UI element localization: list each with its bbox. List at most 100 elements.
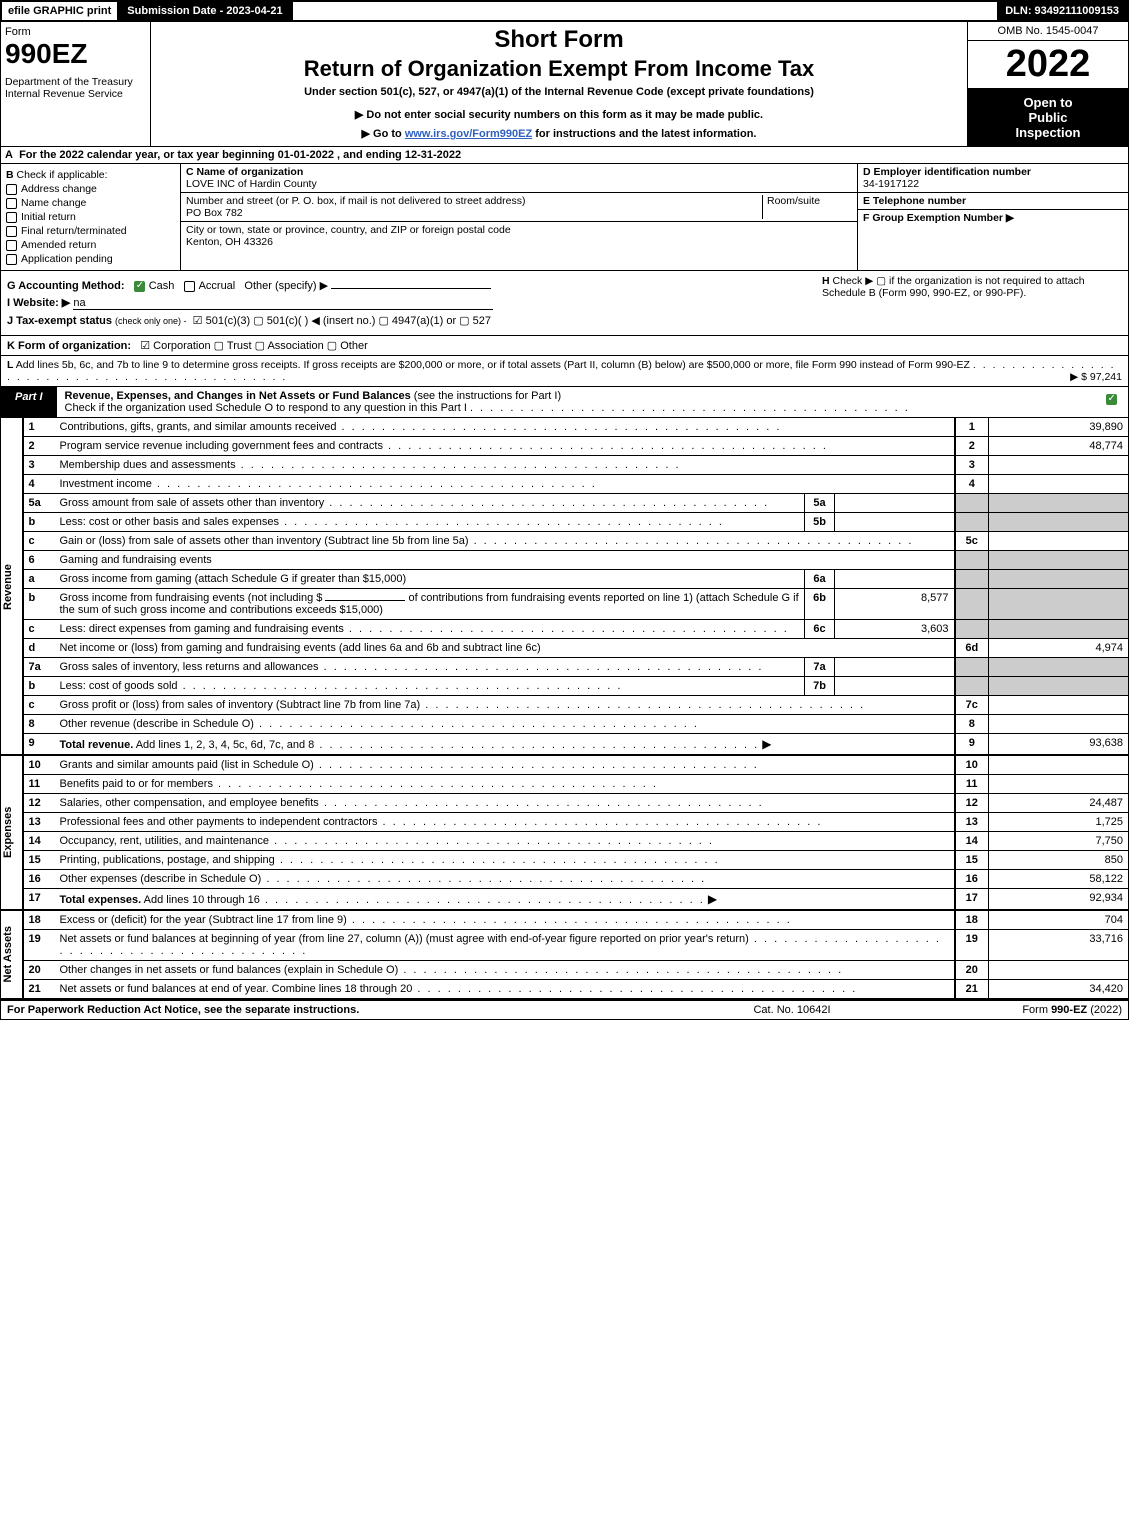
section-a: A For the 2022 calendar year, or tax yea… (0, 147, 1129, 164)
line-13: 13Professional fees and other payments t… (1, 813, 1129, 832)
f-label: F Group Exemption Number ▶ (863, 212, 1123, 224)
line-7a: 7aGross sales of inventory, less returns… (1, 658, 1129, 677)
line-6b: b Gross income from fundraising events (… (1, 589, 1129, 620)
section-a-label: A (5, 149, 13, 161)
line-7b: bLess: cost of goods sold 7b (1, 677, 1129, 696)
section-k: K Form of organization: ☑ Corporation ▢ … (0, 336, 1129, 356)
line-3: 3Membership dues and assessments 3 (1, 456, 1129, 475)
k-opts: ☑ Corporation ▢ Trust ▢ Association ▢ Ot… (140, 340, 368, 352)
part-1-header: Part I Revenue, Expenses, and Changes in… (0, 387, 1129, 418)
chk-application-pending[interactable]: Application pending (6, 253, 175, 265)
line-6c: cLess: direct expenses from gaming and f… (1, 620, 1129, 639)
goto-note: ▶ Go to www.irs.gov/Form990EZ for instru… (155, 127, 963, 140)
topbar: efile GRAPHIC print Submission Date - 20… (0, 0, 1129, 22)
line-9: 9Total revenue. Add lines 1, 2, 3, 4, 5c… (1, 734, 1129, 756)
chk-initial-return[interactable]: Initial return (6, 211, 175, 223)
omb-number: OMB No. 1545-0047 (968, 22, 1128, 41)
section-c: C Name of organization LOVE INC of Hardi… (181, 164, 858, 270)
return-title: Return of Organization Exempt From Incom… (155, 56, 963, 82)
header-right: OMB No. 1545-0047 2022 Open to Public In… (968, 22, 1128, 146)
chk-name-change[interactable]: Name change (6, 197, 175, 209)
d-val: 34-1917122 (863, 178, 1123, 190)
line-10: Expenses 10Grants and similar amounts pa… (1, 755, 1129, 775)
submission-date-label: Submission Date - 2023-04-21 (117, 2, 292, 20)
form-number: 990EZ (5, 38, 146, 70)
i-val: na (73, 297, 85, 309)
section-b-heading: Check if applicable: (17, 169, 108, 181)
j-note: (check only one) - (115, 316, 187, 326)
line-5a: 5aGross amount from sale of assets other… (1, 494, 1129, 513)
line-6b-pre: Gross income from fundraising events (no… (60, 592, 323, 604)
h-text: Check ▶ ▢ if the organization is not req… (822, 275, 1085, 299)
l-amount: ▶ $ 97,241 (1070, 371, 1122, 383)
line-8: 8Other revenue (describe in Schedule O) … (1, 715, 1129, 734)
revenue-label: Revenue (1, 418, 23, 755)
part-1-tab: Part I (1, 387, 57, 417)
line-7c: cGross profit or (loss) from sales of in… (1, 696, 1129, 715)
g-cash: Cash (149, 280, 175, 292)
part-1-sub: Check if the organization used Schedule … (65, 402, 467, 414)
line-4: 4Investment income 4 (1, 475, 1129, 494)
part-1-title-rest: (see the instructions for Part I) (411, 390, 561, 402)
d-label: D Employer identification number (863, 166, 1123, 178)
section-l: L Add lines 5b, 6c, and 7b to line 9 to … (0, 356, 1129, 387)
line-5b: bLess: cost or other basis and sales exp… (1, 513, 1129, 532)
efile-graphic-print-label[interactable]: efile GRAPHIC print (2, 2, 117, 20)
part-1-title-bold: Revenue, Expenses, and Changes in Net As… (65, 390, 411, 402)
chk-amended-return[interactable]: Amended return (6, 239, 175, 251)
chk-address-change[interactable]: Address change (6, 183, 175, 195)
block-bcdef: B Check if applicable: Address change Na… (0, 164, 1129, 270)
form-ref: Form 990-EZ (2022) (922, 1004, 1122, 1016)
dept-label: Department of the Treasury Internal Reve… (5, 76, 146, 100)
header-left: Form 990EZ Department of the Treasury In… (1, 22, 151, 146)
section-a-text: For the 2022 calendar year, or tax year … (19, 149, 461, 161)
chk-accrual[interactable] (184, 281, 195, 292)
irs-link[interactable]: www.irs.gov/Form990EZ (405, 128, 532, 140)
pra-notice: For Paperwork Reduction Act Notice, see … (7, 1004, 662, 1016)
j-label: J Tax-exempt status (7, 315, 112, 327)
g-accrual: Accrual (199, 280, 236, 292)
section-def: D Employer identification number 34-1917… (858, 164, 1128, 270)
line-6: 6Gaming and fundraising events (1, 551, 1129, 570)
expenses-label: Expenses (1, 755, 23, 910)
line-1: Revenue 1 Contributions, gifts, grants, … (1, 418, 1129, 437)
line-16: 16Other expenses (describe in Schedule O… (1, 870, 1129, 889)
c-room-label: Room/suite (767, 195, 852, 207)
lines-table: Revenue 1 Contributions, gifts, grants, … (0, 418, 1129, 999)
ssn-note: ▶ Do not enter social security numbers o… (155, 108, 963, 121)
line-21: 21Net assets or fund balances at end of … (1, 980, 1129, 999)
goto-suffix: for instructions and the latest informat… (532, 128, 756, 140)
open-public-inspection: Open to Public Inspection (968, 89, 1128, 146)
line-12: 12Salaries, other compensation, and empl… (1, 794, 1129, 813)
part-1-checkbox[interactable] (1106, 394, 1117, 405)
c-street-label: Number and street (or P. O. box, if mail… (186, 195, 762, 207)
h-label: H (822, 275, 830, 287)
c-city-label: City or town, state or province, country… (186, 224, 511, 236)
line-19: 19Net assets or fund balances at beginni… (1, 930, 1129, 961)
section-h: H Check ▶ ▢ if the organization is not r… (822, 275, 1122, 299)
l-text: Add lines 5b, 6c, and 7b to line 9 to de… (16, 359, 970, 371)
e-label: E Telephone number (863, 195, 1123, 207)
chk-final-return[interactable]: Final return/terminated (6, 225, 175, 237)
form-word: Form (5, 26, 146, 38)
cat-no: Cat. No. 10642I (662, 1004, 922, 1016)
l-label: L (7, 359, 13, 371)
form-header: Form 990EZ Department of the Treasury In… (0, 22, 1129, 147)
inspect-line-3: Inspection (972, 125, 1124, 140)
short-form-title: Short Form (155, 26, 963, 54)
line-2: 2Program service revenue including gover… (1, 437, 1129, 456)
i-label: I Website: ▶ (7, 297, 70, 309)
chk-cash[interactable] (134, 281, 145, 292)
line-5c: cGain or (loss) from sale of assets othe… (1, 532, 1129, 551)
k-label: K Form of organization: (7, 340, 131, 352)
line-18: Net Assets 18Excess or (deficit) for the… (1, 910, 1129, 930)
section-ghij: H Check ▶ ▢ if the organization is not r… (0, 270, 1129, 336)
section-b: B Check if applicable: Address change Na… (1, 164, 181, 270)
net-assets-label: Net Assets (1, 910, 23, 999)
subtitle: Under section 501(c), 527, or 4947(a)(1)… (155, 86, 963, 98)
inspect-line-1: Open to (972, 95, 1124, 110)
line-17: 17Total expenses. Add lines 10 through 1… (1, 889, 1129, 911)
line-15: 15Printing, publications, postage, and s… (1, 851, 1129, 870)
dln-label: DLN: 93492111009153 (997, 2, 1127, 20)
inspect-line-2: Public (972, 110, 1124, 125)
